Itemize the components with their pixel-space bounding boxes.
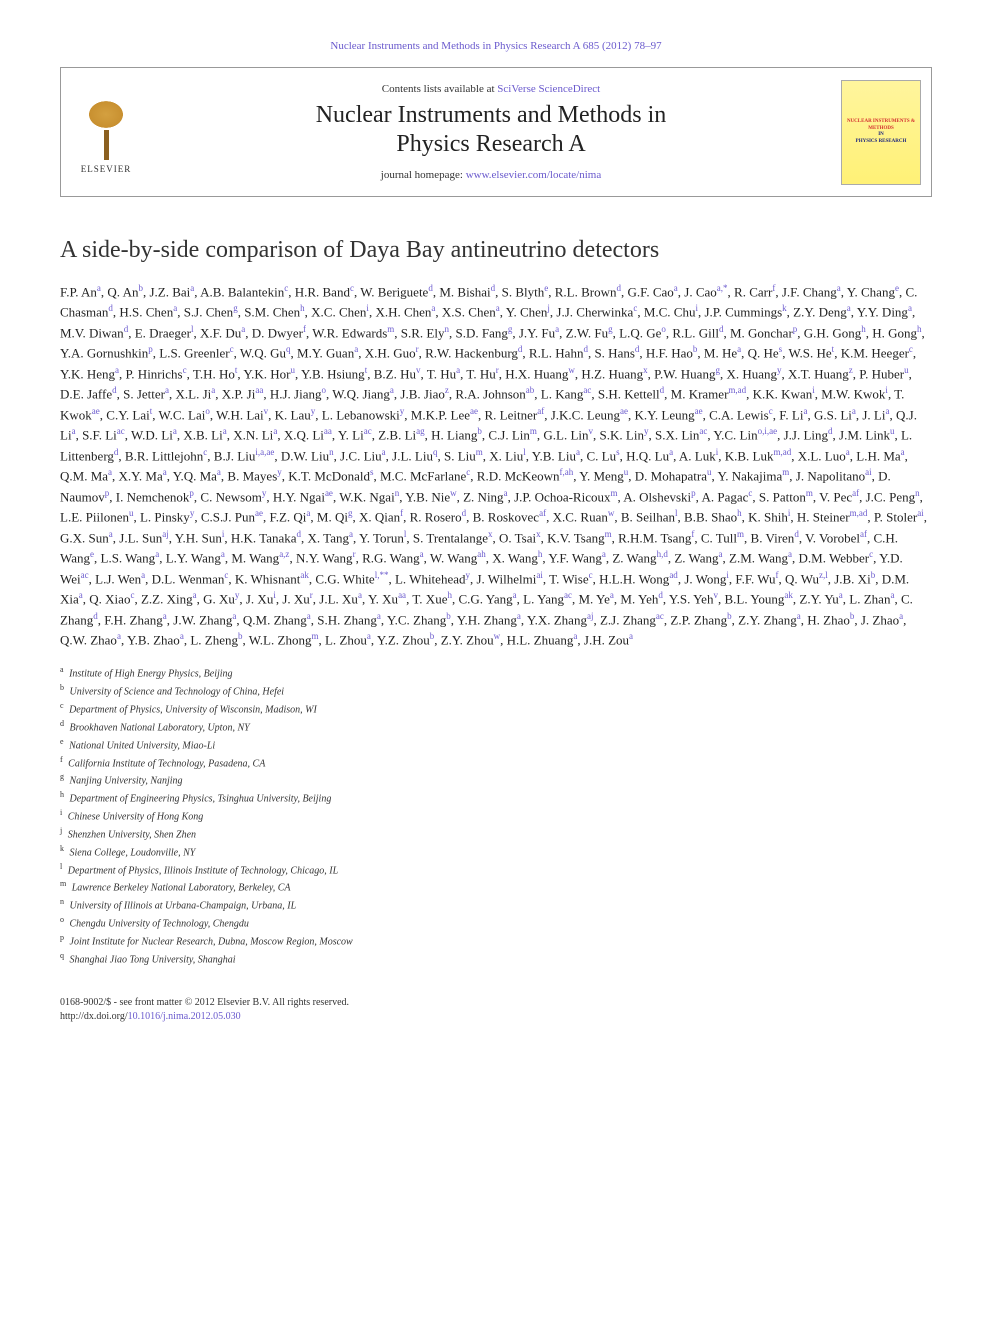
- affiliation-item: m Lawrence Berkeley National Laboratory,…: [60, 878, 932, 896]
- contents-prefix: Contents lists available at: [382, 83, 497, 95]
- doi-line: http://dx.doi.org/10.1016/j.nima.2012.05…: [60, 1010, 932, 1024]
- affiliation-item: i Chinese University of Hong Kong: [60, 807, 932, 825]
- doi-link[interactable]: 10.1016/j.nima.2012.05.030: [128, 1011, 241, 1022]
- elsevier-tree-icon: [76, 90, 136, 160]
- article-title: A side-by-side comparison of Daya Bay an…: [60, 237, 932, 264]
- affiliation-item: o Chengdu University of Technology, Chen…: [60, 914, 932, 932]
- affiliation-item: d Brookhaven National Laboratory, Upton,…: [60, 718, 932, 736]
- affiliation-item: c Department of Physics, University of W…: [60, 700, 932, 718]
- affiliation-item: q Shanghai Jiao Tong University, Shangha…: [60, 950, 932, 968]
- affiliation-item: p Joint Institute for Nuclear Research, …: [60, 932, 932, 950]
- footer: 0168-9002/$ - see front matter © 2012 El…: [60, 996, 932, 1024]
- affiliation-item: n University of Illinois at Urbana-Champ…: [60, 896, 932, 914]
- journal-title-line1: Nuclear Instruments and Methods in: [316, 102, 667, 128]
- affiliation-item: a Institute of High Energy Physics, Beij…: [60, 664, 932, 682]
- journal-title: Nuclear Instruments and Methods in Physi…: [161, 101, 821, 159]
- elsevier-logo: ELSEVIER: [61, 68, 151, 196]
- journal-header: ELSEVIER Contents lists available at Sci…: [60, 67, 932, 197]
- affiliation-item: j Shenzhen University, Shen Zhen: [60, 825, 932, 843]
- journal-title-line2: Physics Research A: [396, 131, 585, 157]
- cover-line3: PHYSICS RESEARCH: [856, 139, 907, 146]
- homepage-prefix: journal homepage:: [381, 169, 466, 181]
- affiliation-item: e National United University, Miao-Li: [60, 736, 932, 754]
- affiliation-item: k Siena College, Loudonville, NY: [60, 843, 932, 861]
- elsevier-text: ELSEVIER: [81, 164, 132, 174]
- affiliation-list: a Institute of High Energy Physics, Beij…: [60, 664, 932, 967]
- homepage-link[interactable]: www.elsevier.com/locate/nima: [466, 169, 602, 181]
- affiliation-item: h Department of Engineering Physics, Tsi…: [60, 789, 932, 807]
- cover-line1: NUCLEAR INSTRUMENTS & METHODS: [846, 119, 916, 132]
- author-list: F.P. Ana, Q. Anb, J.Z. Baia, A.B. Balant…: [60, 282, 932, 650]
- header-center: Contents lists available at SciVerse Sci…: [151, 73, 831, 191]
- doi-prefix: http://dx.doi.org/: [60, 1011, 128, 1022]
- affiliation-item: g Nanjing University, Nanjing: [60, 771, 932, 789]
- affiliation-item: l Department of Physics, Illinois Instit…: [60, 861, 932, 879]
- header-citation: Nuclear Instruments and Methods in Physi…: [60, 40, 932, 52]
- sciencedirect-link[interactable]: SciVerse ScienceDirect: [497, 83, 600, 95]
- copyright-line: 0168-9002/$ - see front matter © 2012 El…: [60, 996, 932, 1010]
- contents-line: Contents lists available at SciVerse Sci…: [161, 83, 821, 95]
- affiliation-item: b University of Science and Technology o…: [60, 682, 932, 700]
- journal-cover: NUCLEAR INSTRUMENTS & METHODS IN PHYSICS…: [841, 80, 921, 185]
- affiliation-item: f California Institute of Technology, Pa…: [60, 754, 932, 772]
- homepage-line: journal homepage: www.elsevier.com/locat…: [161, 169, 821, 181]
